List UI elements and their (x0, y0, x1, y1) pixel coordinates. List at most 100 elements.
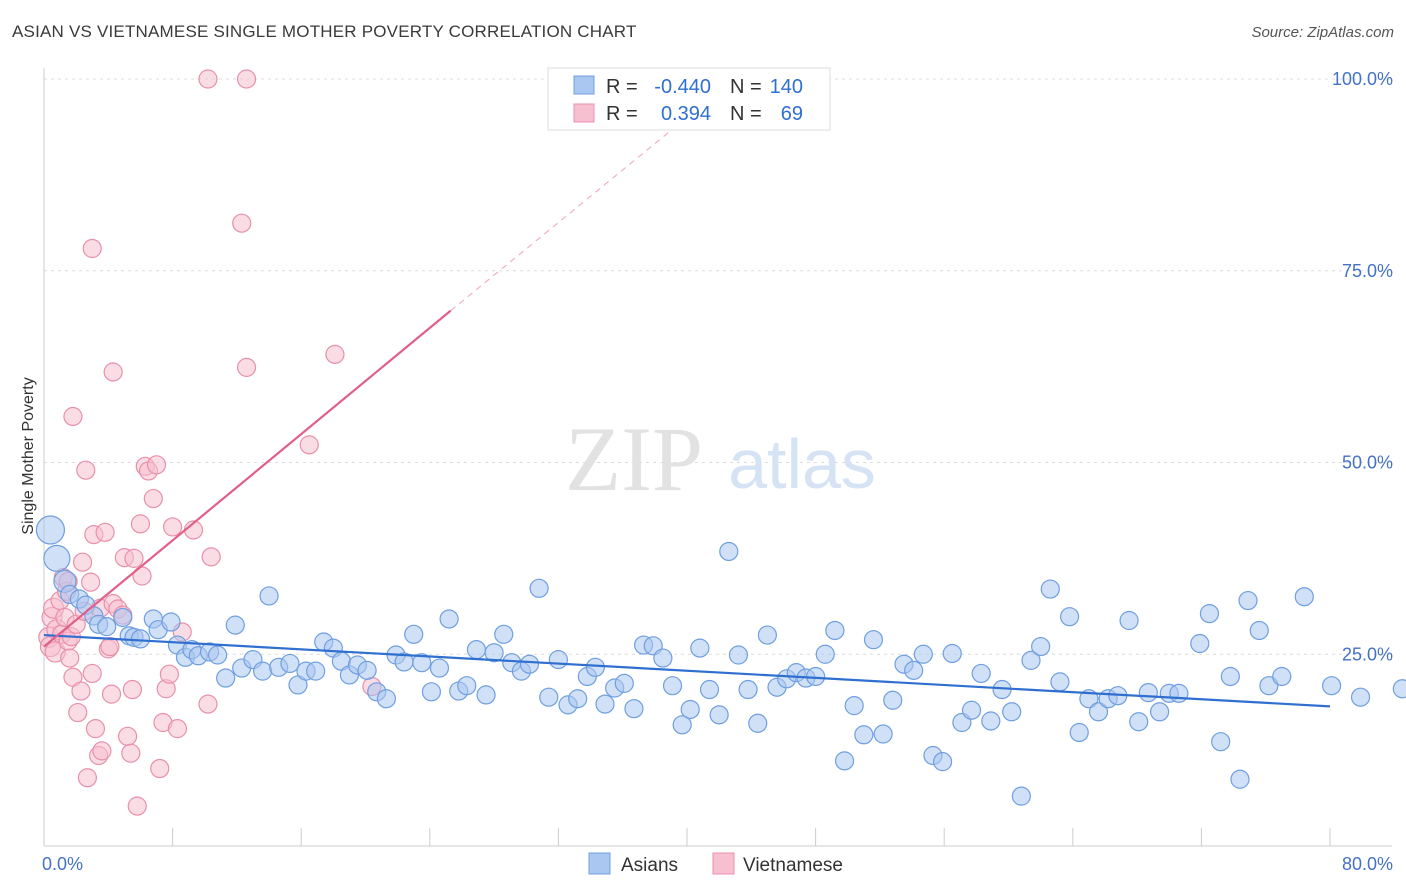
vietnamese-point (198, 69, 218, 89)
vietnamese-point (100, 636, 120, 657)
asian-point (1002, 702, 1022, 722)
axes (43, 68, 1392, 847)
x-tick-label-max: 80.0% (1342, 854, 1393, 874)
asian-point (494, 624, 514, 644)
asian-point (971, 663, 991, 684)
asian-point (913, 644, 933, 664)
asian-point (614, 673, 634, 693)
vietnamese-point (121, 743, 141, 763)
trend-lines (43, 116, 1331, 708)
asian-point (1021, 650, 1041, 670)
asian-point (873, 724, 893, 744)
asian-point (709, 705, 729, 725)
asian-point (825, 620, 845, 641)
asian-point (1129, 712, 1149, 732)
asian-point (548, 650, 569, 670)
asian-point (539, 687, 559, 707)
vietnamese-point (325, 344, 345, 364)
vietnamese-point (143, 488, 163, 509)
asian-point (1220, 666, 1240, 687)
asian-point (854, 725, 874, 745)
legend-n-label-vietnamese: N = (730, 103, 762, 125)
legend-n-label-asians: N = (730, 76, 762, 98)
asian-point (161, 612, 181, 632)
vietnamese-point (163, 517, 183, 537)
vietnamese-point (82, 663, 102, 684)
vietnamese-point (77, 768, 98, 788)
bottom-legend-swatch-vietnamese (712, 852, 735, 875)
asian-point (476, 685, 496, 705)
asian-point (834, 751, 855, 771)
asian-point (1199, 603, 1220, 624)
asian-point (404, 624, 424, 644)
asian-point (738, 679, 758, 700)
vietnamese-point (101, 684, 122, 704)
asian-point (43, 544, 71, 572)
vietnamese-point (236, 357, 257, 377)
vietnamese-point (92, 741, 112, 761)
legend-r-label-vietnamese: R = (606, 103, 638, 125)
asian-point (1119, 610, 1139, 631)
legend-r-value-vietnamese: 0.394 (661, 103, 711, 125)
asian-point (815, 644, 835, 664)
asian-point (719, 541, 739, 562)
vietnamese-point (201, 547, 221, 567)
asian-point (1322, 676, 1342, 696)
vietnamese-point (71, 681, 91, 701)
vietnamese-point (95, 522, 115, 542)
asian-point (568, 689, 588, 709)
asian-point (113, 607, 133, 628)
asian-point (748, 713, 768, 733)
y-tick-label-3: 100.0% (1332, 69, 1393, 89)
vietnamese-point (68, 702, 88, 723)
bottom-legend: Asians Vietnamese (588, 852, 843, 876)
asian-point (421, 682, 442, 702)
asian-point (1190, 633, 1210, 654)
asian-point (699, 679, 720, 700)
asian-point (1031, 636, 1051, 657)
asian-point (97, 617, 117, 637)
asian-point (1294, 587, 1314, 607)
watermark-zip: ZIP (565, 408, 703, 510)
asian-point (1230, 769, 1250, 789)
vietnamese-point (236, 69, 257, 89)
asian-point (1040, 579, 1060, 599)
legend-r-value-asians: -0.440 (654, 76, 711, 98)
asian-point (253, 661, 273, 681)
asian-point (1138, 682, 1158, 703)
vietnamese-point (81, 572, 101, 592)
legend-swatch-asians (573, 75, 595, 95)
asian-point (306, 661, 326, 681)
x-tick-label-min: 0.0% (42, 854, 83, 874)
asian-point (529, 578, 549, 598)
vietnamese-point (85, 719, 106, 739)
asian-point (595, 694, 615, 714)
vietnamese-point (198, 694, 218, 714)
asian-point (1059, 607, 1080, 627)
vietnamese-point (72, 552, 93, 572)
vietnamese-point (124, 548, 144, 568)
asian-point (1169, 683, 1189, 703)
asian-point (844, 696, 864, 716)
asian-point (216, 668, 236, 688)
asian-point (1350, 687, 1371, 707)
asian-point (208, 645, 228, 665)
vietnamese-point (76, 460, 96, 480)
legend-n-value-asians: 140 (770, 76, 803, 98)
vietnamese-point (150, 758, 170, 779)
asian-trend-line (43, 633, 1331, 708)
legend-swatch-vietnamese (573, 103, 595, 123)
asian-point (672, 715, 692, 735)
vietnamese-point (103, 362, 123, 382)
asian-point (680, 699, 700, 720)
legend: R = -0.440 N = 140 R = 0.394 N = 69 (547, 67, 831, 131)
bottom-legend-vietnamese: Vietnamese (743, 855, 843, 876)
asians-points (35, 515, 1406, 806)
asian-point (1011, 786, 1031, 806)
asian-point (981, 711, 1001, 731)
vietnamese-point (159, 664, 179, 684)
vietnamese-point (63, 406, 83, 427)
asian-point (624, 699, 644, 719)
y-axis-label: Single Mother Poverty (20, 377, 37, 534)
asian-point (1150, 702, 1170, 722)
